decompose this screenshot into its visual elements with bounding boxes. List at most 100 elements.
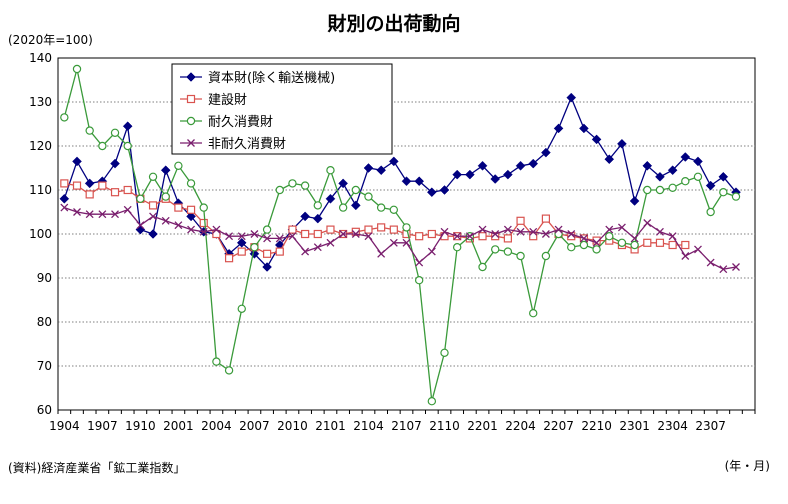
data-point (72, 181, 82, 190)
data-point (719, 187, 728, 197)
data-point (160, 165, 171, 176)
data-point (553, 123, 564, 134)
data-point (617, 238, 627, 247)
data-point (515, 160, 526, 171)
data-point (414, 176, 425, 187)
series-line (63, 95, 737, 269)
data-point (705, 180, 716, 191)
data-point (377, 249, 386, 258)
y-tick-label: 140 (29, 51, 52, 65)
data-point (148, 172, 158, 181)
x-tick-label: 2304 (657, 419, 688, 433)
data-point (528, 158, 539, 169)
data-point (148, 229, 158, 239)
data-point (225, 232, 234, 241)
data-point (452, 169, 463, 180)
data-point (415, 232, 424, 241)
x-tick-label: 2010 (277, 419, 308, 433)
series-line (63, 68, 737, 402)
data-point (680, 152, 691, 162)
data-point (59, 193, 70, 204)
data-point (98, 210, 107, 219)
data-point (148, 201, 158, 210)
legend-label: 非耐久消費財 (208, 137, 286, 152)
data-point (72, 156, 82, 167)
data-point (110, 188, 120, 197)
data-point (110, 128, 120, 137)
x-axis-label: (年・月) (725, 459, 770, 473)
data-point (693, 156, 703, 167)
data-point (655, 171, 665, 182)
legend-marker (186, 116, 196, 126)
data-point (122, 121, 133, 132)
data-point (199, 218, 208, 228)
y-tick-label: 130 (29, 95, 52, 109)
data-point (503, 225, 512, 234)
data-point (72, 64, 82, 74)
data-point (325, 193, 336, 204)
data-point (629, 196, 640, 206)
data-point (85, 126, 94, 135)
data-point (465, 232, 474, 241)
y-tick-label: 120 (29, 139, 52, 153)
data-point (199, 203, 208, 212)
data-point (567, 232, 576, 241)
data-point (668, 183, 677, 192)
x-tick-label: 2110 (429, 419, 460, 433)
data-point (161, 216, 170, 225)
y-tick-label: 100 (29, 227, 52, 241)
x-axis: 1904 1907 1910 2001 2004 2007 2010 2101 2104 2107… (49, 410, 756, 433)
data-point (655, 185, 665, 195)
data-point (427, 229, 436, 239)
data-point (110, 158, 120, 169)
data-point (263, 249, 272, 258)
data-point (326, 225, 335, 234)
data-point (579, 234, 588, 243)
data-point (643, 185, 652, 195)
data-point (300, 211, 310, 222)
data-point (732, 263, 740, 271)
data-point (503, 234, 512, 243)
data-point (529, 309, 538, 318)
data-point (123, 185, 132, 195)
data-point (516, 251, 525, 261)
x-tick-label: 2101 (315, 419, 346, 433)
data-point (541, 251, 551, 261)
data-point (300, 181, 310, 190)
data-point (643, 238, 652, 247)
x-tick-label: 1910 (125, 419, 156, 433)
data-point (288, 232, 297, 241)
series-3 (60, 64, 741, 406)
data-point (516, 216, 525, 225)
data-point (60, 203, 69, 212)
data-point (655, 238, 665, 247)
data-point (123, 141, 132, 151)
data-point (313, 243, 322, 252)
data-point (174, 203, 183, 212)
legend-marker (187, 139, 195, 147)
data-point (60, 113, 69, 122)
series-1 (59, 92, 741, 272)
data-point (402, 238, 411, 247)
data-point (326, 238, 335, 247)
y-tick-label: 110 (29, 183, 52, 197)
series-layer (59, 64, 741, 406)
data-point (681, 252, 690, 260)
data-point (313, 229, 322, 239)
data-point (199, 227, 208, 236)
x-tick-label: 2301 (619, 419, 650, 433)
data-point (262, 262, 272, 272)
data-point (541, 214, 551, 223)
data-point (288, 179, 297, 188)
y-axis: 60 70 80 90 100 110 120 130 140 (29, 51, 52, 417)
data-point (224, 254, 234, 263)
data-point (592, 238, 601, 247)
data-point (681, 176, 690, 186)
y-tick-label: 60 (37, 403, 52, 417)
data-point (668, 232, 677, 241)
data-point (98, 141, 107, 151)
x-tick-label: 2107 (391, 419, 422, 433)
data-point (275, 234, 284, 243)
x-tick-label: 2201 (467, 419, 498, 433)
